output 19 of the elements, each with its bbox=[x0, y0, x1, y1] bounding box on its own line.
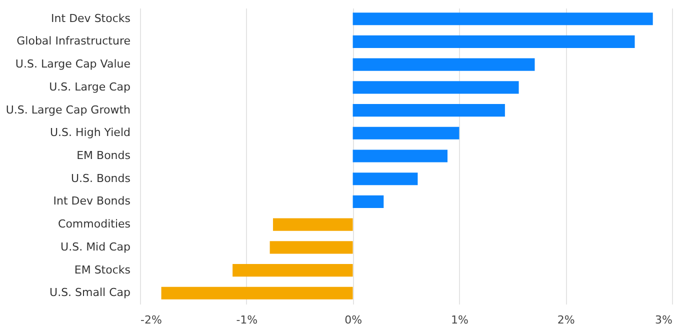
y-tick-label: EM Bonds bbox=[76, 149, 131, 162]
y-tick-label: U.S. High Yield bbox=[50, 126, 130, 140]
y-tick-label: U.S. Large Cap Value bbox=[15, 58, 131, 71]
x-tick-label: 2% bbox=[557, 314, 575, 326]
x-tick-label: -2% bbox=[140, 314, 162, 326]
y-tick-label: Global Infrastructure bbox=[16, 34, 131, 48]
y-tick-label: U.S. Mid Cap bbox=[60, 240, 131, 254]
x-tick-label: 1% bbox=[450, 314, 468, 326]
y-tick-label: U.S. Bonds bbox=[71, 172, 131, 185]
y-tick-label: U.S. Large Cap bbox=[49, 80, 131, 94]
x-tick-label: -1% bbox=[236, 314, 258, 326]
y-tick-label: Commodities bbox=[58, 218, 131, 231]
y-tick-label: U.S. Large Cap Growth bbox=[6, 103, 131, 116]
y-tick-label: EM Stocks bbox=[74, 263, 131, 276]
y-tick-label: Int Dev Stocks bbox=[51, 12, 131, 25]
x-tick-label: 3% bbox=[655, 314, 672, 326]
y-tick-label: U.S. Small Cap bbox=[50, 286, 131, 300]
x-tick-label: 0% bbox=[344, 314, 362, 326]
y-tick-label: Int Dev Bonds bbox=[53, 194, 131, 208]
